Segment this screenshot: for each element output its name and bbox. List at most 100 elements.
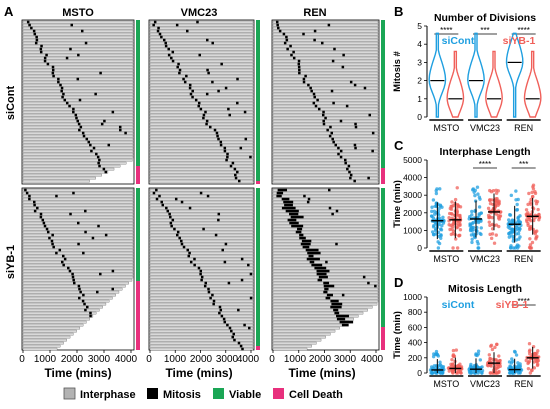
mitosis-mark xyxy=(176,230,180,234)
interphase-trace xyxy=(149,71,254,75)
interphase-trace xyxy=(149,215,254,219)
y-tick-label: 4 xyxy=(417,39,422,49)
data-point xyxy=(470,209,474,214)
mitosis-mark xyxy=(339,149,343,153)
interphase-trace xyxy=(272,251,379,255)
mitosis-mark xyxy=(35,38,39,42)
mitosis-mark xyxy=(171,59,175,63)
data-point xyxy=(469,233,474,237)
data-point xyxy=(458,228,463,232)
mitosis-mark xyxy=(321,41,324,45)
mitosis-mark xyxy=(185,74,188,78)
mitosis-mark xyxy=(209,296,212,300)
mitosis-mark xyxy=(333,47,336,51)
mitosis-mark xyxy=(313,95,316,99)
interphase-trace xyxy=(272,104,379,108)
mitosis-mark xyxy=(212,299,216,303)
interphase-trace xyxy=(22,131,134,135)
mitosis-mark xyxy=(199,191,203,195)
interphase-trace xyxy=(272,299,379,303)
data-point xyxy=(527,217,532,222)
mitosis-mark xyxy=(297,65,301,69)
mitosis-mark xyxy=(171,50,175,54)
mitosis-mark xyxy=(243,110,247,114)
mitosis-mark xyxy=(63,98,67,102)
interphase-trace xyxy=(272,224,379,228)
mitosis-mark xyxy=(35,35,38,39)
mitosis-mark xyxy=(196,20,199,24)
mitosis-mark xyxy=(76,119,79,123)
interphase-trace xyxy=(149,248,254,252)
mitosis-mark xyxy=(206,68,209,72)
mitosis-mark xyxy=(326,293,333,297)
mitosis-mark xyxy=(223,146,227,150)
interphase-trace xyxy=(22,83,134,87)
data-point xyxy=(530,240,535,245)
interphase-trace xyxy=(149,260,254,264)
mitosis-mark xyxy=(216,134,219,138)
mitosis-mark xyxy=(24,188,27,192)
mitosis-mark xyxy=(104,233,108,237)
interphase-trace xyxy=(272,227,379,231)
mitosis-mark xyxy=(226,152,229,156)
interphase-trace xyxy=(22,125,134,129)
mitosis-mark xyxy=(240,278,244,282)
interphase-trace xyxy=(272,137,379,141)
interphase-trace xyxy=(272,317,354,321)
interphase-trace xyxy=(272,47,379,51)
mitosis-mark xyxy=(239,146,243,150)
data-point xyxy=(438,360,442,364)
data-point xyxy=(440,224,444,228)
interphase-trace xyxy=(22,65,134,69)
mitosis-mark xyxy=(160,35,163,39)
interphase-trace xyxy=(272,194,379,198)
mitosis-mark xyxy=(62,263,65,267)
interphase-trace xyxy=(22,98,134,102)
interphase-trace xyxy=(149,59,254,63)
data-point xyxy=(492,241,497,245)
mitosis-mark xyxy=(188,83,192,87)
mitosis-mark xyxy=(60,89,63,93)
interphase-trace xyxy=(22,209,134,213)
interphase-trace xyxy=(149,158,254,162)
mitosis-mark xyxy=(92,146,96,150)
mitosis-mark xyxy=(309,86,312,90)
mitosis-mark xyxy=(73,281,76,285)
mitosis-mark xyxy=(314,104,318,108)
mitosis-mark xyxy=(313,38,316,42)
mitosis-mark xyxy=(237,179,241,183)
interphase-trace xyxy=(149,68,254,72)
interphase-trace xyxy=(149,263,254,267)
mitosis-mark xyxy=(321,113,325,117)
data-point xyxy=(537,218,541,222)
mitosis-mark xyxy=(199,269,203,273)
interphase-trace xyxy=(272,257,379,261)
mitosis-mark xyxy=(199,107,203,111)
mitosis-mark xyxy=(78,128,81,132)
interphase-trace xyxy=(272,239,379,243)
interphase-trace xyxy=(149,209,254,213)
data-point xyxy=(530,190,534,195)
interphase-trace xyxy=(22,29,134,33)
mitosis-mark xyxy=(214,233,218,237)
data-point xyxy=(477,212,481,216)
raster-panels xyxy=(21,19,385,353)
data-point xyxy=(508,371,513,375)
interphase-trace xyxy=(149,92,254,96)
mitosis-mark xyxy=(292,50,295,54)
interphase-trace xyxy=(272,191,379,195)
mitosis-mark xyxy=(111,110,115,114)
interphase-trace xyxy=(272,101,379,105)
interphase-trace xyxy=(149,44,254,48)
mitosis-mark xyxy=(45,227,49,231)
mitosis-mark xyxy=(97,161,100,165)
mitosis-mark xyxy=(213,128,217,132)
data-point xyxy=(489,371,493,375)
interphase-trace xyxy=(22,104,134,108)
mitosis-mark xyxy=(84,209,87,213)
y-tick-label: 0 xyxy=(417,112,422,122)
data-point xyxy=(536,207,540,212)
mitosis-mark xyxy=(28,197,31,201)
mitosis-mark xyxy=(25,191,29,195)
interphase-trace xyxy=(22,248,134,252)
